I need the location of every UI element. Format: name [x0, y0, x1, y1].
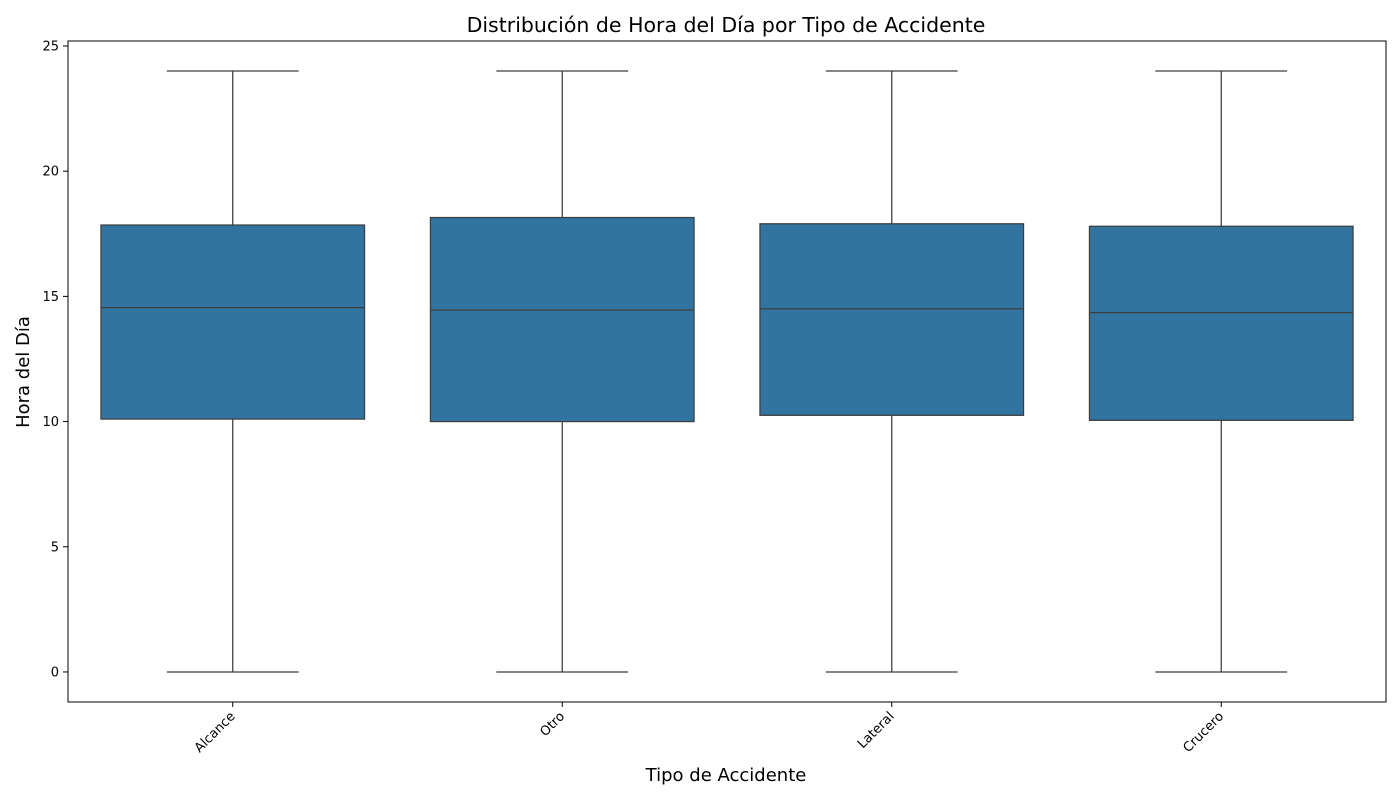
box-otro — [429, 216, 695, 423]
x-tick-label-crucero: Crucero — [1181, 709, 1228, 756]
x-axis-label: Tipo de Accidente — [645, 765, 807, 786]
y-tick-label-0: 0 — [51, 665, 59, 680]
box-alcance — [100, 224, 366, 420]
chart-title: Distribución de Hora del Día por Tipo de… — [467, 13, 986, 37]
y-tick-label-20: 20 — [42, 165, 59, 180]
y-axis-label: Hora del Día — [13, 316, 34, 428]
x-tick-label-alcance: Alcance — [192, 709, 239, 756]
x-tick-label-otro: Otro — [537, 709, 568, 740]
x-tick-label-lateral: Lateral — [855, 709, 898, 752]
y-tick-label-25: 25 — [42, 40, 59, 55]
box-crucero — [1088, 225, 1354, 421]
y-tick-label-10: 10 — [42, 415, 59, 430]
y-tick-label-15: 15 — [42, 290, 59, 305]
box-lateral — [759, 223, 1025, 416]
plot-area: Alcance Otro Lateral Crucero 0 5 10 15 20 25 — [42, 40, 1387, 756]
y-tick-label-5: 5 — [51, 540, 59, 555]
plot-frame — [67, 40, 1387, 703]
